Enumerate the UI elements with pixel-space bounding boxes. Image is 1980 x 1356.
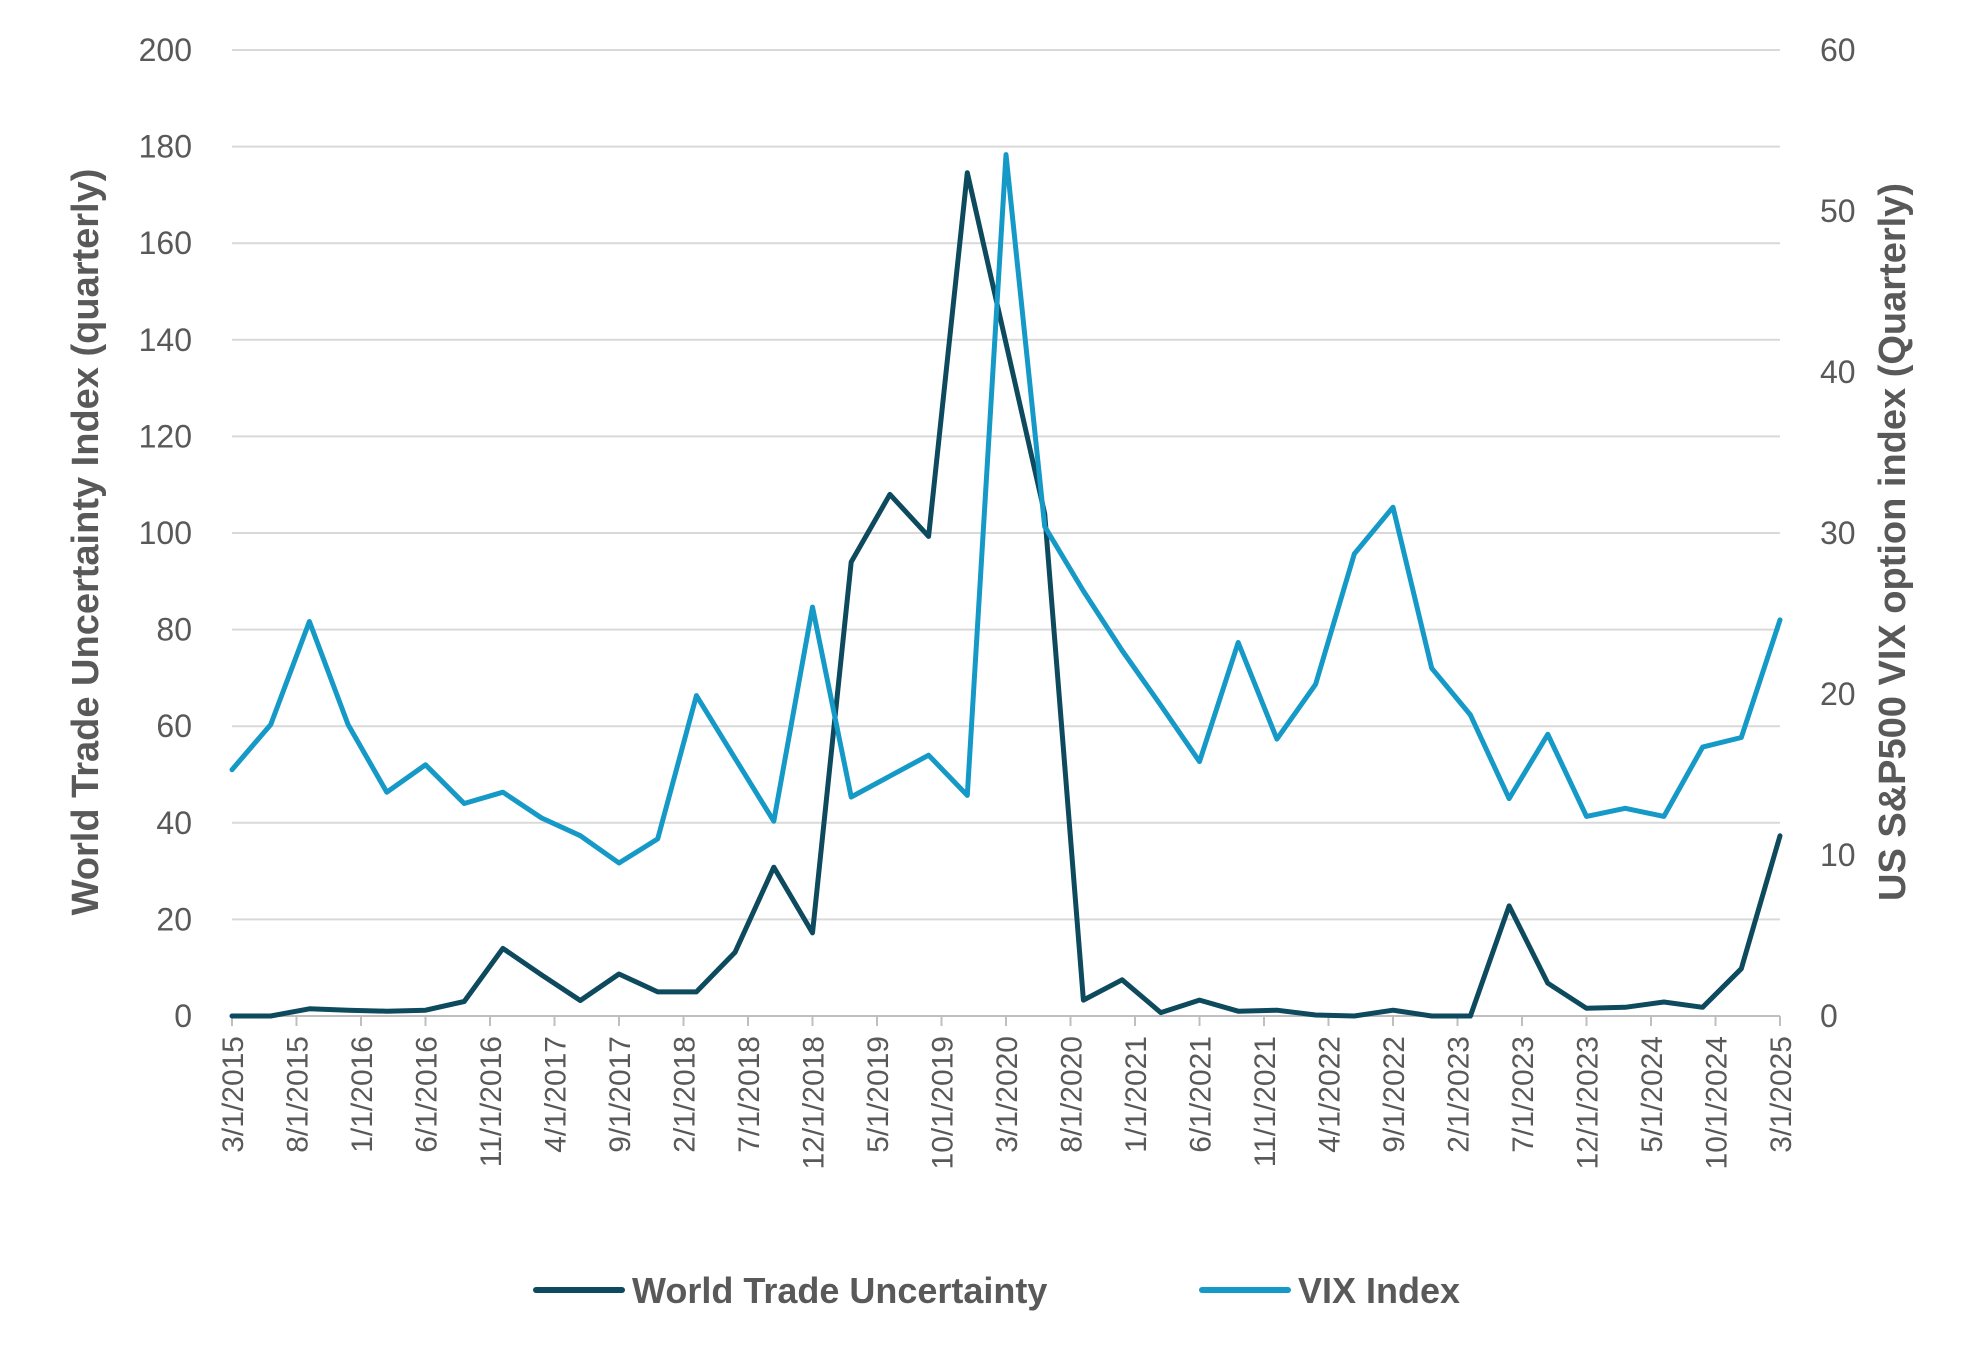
left-tick-label: 80	[156, 612, 192, 648]
right-tick-label: 0	[1820, 998, 1838, 1034]
right-tick-label: 20	[1820, 676, 1856, 712]
x-tick-label: 7/1/2023	[1507, 1036, 1540, 1153]
left-tick-label: 0	[174, 998, 192, 1034]
x-tick-label: 10/1/2024	[1701, 1036, 1734, 1169]
x-tick-label: 6/1/2021	[1185, 1036, 1218, 1153]
x-tick-label: 1/1/2016	[346, 1036, 379, 1153]
x-tick-label: 3/1/2015	[217, 1036, 250, 1153]
legend-label-vix-index: VIX Index	[1298, 1270, 1460, 1311]
x-tick-label: 8/1/2020	[1056, 1036, 1089, 1153]
left-tick-label: 40	[156, 805, 192, 841]
series-lines	[229, 152, 1783, 1019]
gridlines	[232, 49, 1780, 921]
right-y-axis: 0 10 20 30 40 50 60	[1820, 32, 1856, 1034]
x-tick-label: 5/1/2024	[1636, 1036, 1669, 1153]
x-tick-label: 8/1/2015	[282, 1036, 315, 1153]
left-tick-label: 60	[156, 708, 192, 744]
legend: World Trade Uncertainty VIX Index	[533, 1270, 1460, 1311]
right-axis-title: US S&P500 VIX option index (Quarterly)	[1872, 183, 1914, 901]
x-tick-label: 6/1/2016	[411, 1036, 444, 1153]
x-tick-label: 12/1/2023	[1572, 1036, 1605, 1169]
x-tick-label: 2/1/2023	[1443, 1036, 1476, 1153]
x-tick-label: 11/1/2016	[475, 1036, 508, 1167]
x-axis: 3/1/2015 8/1/2015 1/1/2016 6/1/2016 11/1/201…	[217, 1015, 1798, 1169]
series-line-vix-index	[229, 152, 1783, 866]
x-tick-label: 3/1/2020	[991, 1036, 1024, 1153]
x-tick-label: 9/1/2022	[1378, 1036, 1411, 1153]
left-tick-label: 100	[139, 515, 192, 551]
left-tick-label: 180	[139, 129, 192, 165]
x-tick-label: 3/1/2025	[1765, 1036, 1798, 1153]
right-tick-label: 50	[1820, 193, 1856, 229]
x-tick-label: 1/1/2021	[1120, 1036, 1153, 1153]
right-tick-label: 40	[1820, 354, 1856, 390]
right-tick-label: 30	[1820, 515, 1856, 551]
x-tick-label: 11/1/2021	[1249, 1036, 1282, 1167]
left-tick-label: 160	[139, 225, 192, 261]
x-tick-label: 10/1/2019	[927, 1036, 960, 1169]
left-tick-label: 200	[139, 32, 192, 68]
x-tick-label: 4/1/2017	[540, 1036, 573, 1153]
x-tick-label: 7/1/2018	[733, 1036, 766, 1153]
x-tick-label: 2/1/2018	[669, 1036, 702, 1153]
x-tick-label: 4/1/2022	[1314, 1036, 1347, 1153]
x-tick-label: 5/1/2019	[862, 1036, 895, 1153]
x-tick-label: 12/1/2018	[798, 1036, 831, 1169]
left-tick-label: 140	[139, 322, 192, 358]
left-tick-label: 120	[139, 418, 192, 454]
right-tick-label: 60	[1820, 32, 1856, 68]
right-tick-label: 10	[1820, 837, 1856, 873]
left-axis-title: World Trade Uncertainty Index (quarterly…	[65, 169, 107, 916]
left-tick-label: 20	[156, 901, 192, 937]
x-tick-label: 9/1/2017	[604, 1036, 637, 1153]
legend-label-world-trade-uncertainty: World Trade Uncertainty	[632, 1270, 1047, 1311]
left-y-axis: 0 20 40 60 80 100 120 140 160 180 200	[139, 32, 192, 1034]
series-line-world-trade-uncertainty	[229, 170, 1783, 1019]
